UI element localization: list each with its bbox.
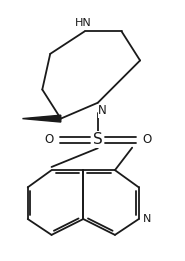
Text: O: O	[142, 133, 151, 146]
Polygon shape	[22, 115, 61, 122]
Text: HN: HN	[75, 18, 92, 28]
Text: N: N	[98, 104, 107, 117]
Text: N: N	[142, 214, 151, 224]
Text: S: S	[93, 132, 103, 147]
Text: O: O	[44, 133, 53, 146]
